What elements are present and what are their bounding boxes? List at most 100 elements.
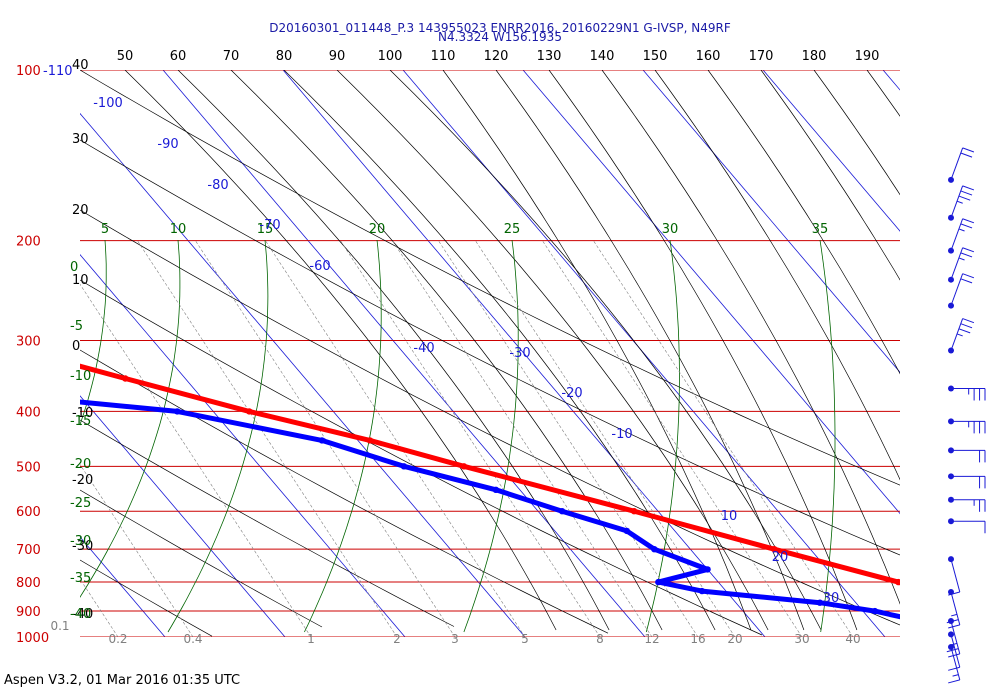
left-black-label: -10	[72, 406, 93, 421]
left-black-label: 0	[72, 339, 80, 354]
wet-adiabat-label: 20	[369, 222, 386, 237]
wind-barb	[948, 518, 986, 534]
dry-adiabat-label: 90	[329, 49, 346, 64]
mixing-ratio-label: 0.2	[108, 632, 127, 646]
left-black-label: 10	[72, 273, 89, 288]
pressure-label: 100	[16, 64, 41, 79]
dry-adiabat-line	[548, 70, 858, 631]
mixing-ratio-label: 2	[393, 632, 401, 646]
left-green-label: -25	[70, 496, 91, 511]
temperature-point	[771, 546, 778, 553]
isotherm-line	[162, 70, 646, 637]
isotherm-line	[762, 70, 900, 232]
mixing-ratio-line	[541, 239, 803, 637]
dry-adiabat-label: 100	[378, 49, 403, 64]
dewpoint-point	[871, 607, 879, 615]
dry-adiabat-line	[442, 70, 752, 631]
dewpoint-point	[655, 578, 662, 586]
mixing-ratio-label: 1	[307, 632, 315, 646]
mixing-ratio-line	[391, 239, 653, 637]
dewpoint-point	[558, 508, 566, 515]
temperature-point	[246, 408, 253, 415]
dry-adiabat-label: 180	[802, 49, 827, 64]
isotherm-label: -60	[309, 259, 330, 274]
dewpoint-point	[492, 486, 500, 493]
temperature-point	[992, 608, 998, 614]
wet-adiabat-label: 25	[504, 222, 521, 237]
wind-barb	[948, 473, 986, 489]
dewpoint-trace	[80, 399, 900, 620]
dry-adiabat-line	[80, 139, 900, 556]
wind-barb	[946, 618, 961, 658]
left-green-label: -5	[70, 319, 83, 334]
pressure-label: 500	[16, 460, 41, 475]
corner-temp-label: -110	[43, 64, 73, 79]
dry-adiabat-line	[80, 489, 323, 628]
dewpoint-point	[11, 372, 17, 378]
wet-adiabat-line	[80, 239, 107, 426]
wind-barb	[948, 218, 975, 254]
wind-barb	[948, 644, 961, 684]
dry-adiabat-line	[80, 559, 213, 637]
isotherm-label: -10	[611, 427, 632, 442]
wet-adiabat-line	[819, 239, 836, 633]
dry-adiabat-line	[336, 70, 769, 631]
isotherm-label: -100	[93, 96, 123, 111]
dry-adiabat-label: 50	[117, 49, 134, 64]
wet-adiabat-line	[304, 239, 382, 633]
dry-adiabat-line	[80, 209, 900, 626]
mixing-ratio-line	[474, 239, 736, 637]
left-green-label: -20	[70, 457, 91, 472]
dry-adiabat-line	[80, 349, 609, 634]
dewpoint-point	[623, 527, 630, 535]
dewpoint-point	[400, 463, 408, 470]
dry-adiabat-line	[230, 70, 663, 631]
dry-adiabat-line	[760, 70, 900, 281]
footer-version: Aspen V3.2, 01 Mar 2016 01:35 UTC	[4, 673, 241, 688]
dry-adiabat-line	[80, 70, 900, 486]
left-green-label: -30	[70, 534, 91, 549]
dry-adiabat-line	[124, 70, 557, 631]
pressure-label: 900	[16, 605, 41, 620]
mixing-ratio-line	[437, 239, 699, 637]
dry-adiabat-label: 160	[696, 49, 721, 64]
wet-adiabat-label: 10	[170, 222, 187, 237]
pressure-label: 300	[16, 335, 41, 350]
left-black-label: 40	[72, 58, 89, 73]
wind-barb	[948, 318, 975, 354]
left-black-label: 30	[72, 132, 89, 147]
wind-barb	[948, 556, 961, 596]
left-green-label: -35	[70, 571, 91, 586]
dewpoint-point	[931, 621, 937, 627]
temperature-trace	[80, 363, 900, 586]
isotherm-label: 20	[772, 550, 789, 565]
chart-title: D20160301_011448_P.3 143955023 ENRR2016,…	[269, 21, 731, 35]
isotherm-line	[402, 70, 886, 637]
wet-adiabat-label: 35	[812, 222, 829, 237]
mixing-ratio-label: 0.4	[183, 632, 202, 646]
mixing-ratio-label: 40	[845, 632, 860, 646]
wind-barb	[948, 185, 975, 221]
wind-barb	[948, 418, 986, 434]
temperature-point	[366, 437, 374, 444]
dewpoint-point	[174, 408, 181, 415]
isotherm-line	[80, 536, 166, 637]
wind-barb	[948, 385, 986, 401]
wet-adiabat-label: 15	[257, 222, 274, 237]
dewpoint-point	[318, 437, 326, 444]
isotherm-label: -90	[157, 137, 178, 152]
wind-barb	[948, 447, 986, 463]
dewpoint-point	[816, 599, 824, 606]
wind-barb	[948, 273, 975, 309]
mixing-ratio-label: 16	[690, 632, 705, 646]
dry-adiabat-line	[283, 70, 716, 631]
left-green-label: 0	[70, 260, 78, 275]
left-green-label: -40	[70, 607, 91, 622]
wind-barb	[948, 496, 986, 512]
mixing-ratio-line	[264, 239, 526, 637]
dry-adiabat-line	[601, 70, 900, 605]
isotherm-label: -40	[413, 341, 434, 356]
isotherm-label: 10	[721, 509, 738, 524]
isotherm-line	[882, 70, 900, 91]
